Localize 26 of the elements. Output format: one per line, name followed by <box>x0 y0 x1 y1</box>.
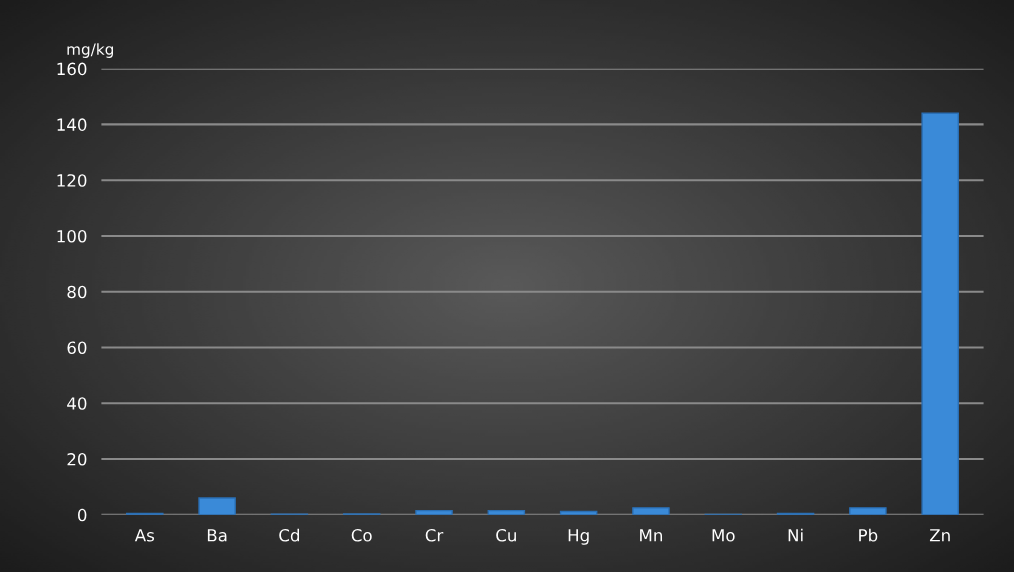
y-tick-label: 100 <box>57 229 87 243</box>
x-tick-label: Hg <box>568 529 589 545</box>
y-axis-title: mg/kg <box>67 43 113 58</box>
bar <box>632 507 670 515</box>
bar <box>849 507 887 515</box>
y-tick-label: 40 <box>67 397 87 410</box>
y-tick-label: 120 <box>57 174 87 187</box>
y-tick-label: 80 <box>67 285 87 299</box>
x-tick-label: Pb <box>859 528 878 542</box>
x-tick-label: Cr <box>425 528 444 542</box>
x-tick-label: Cu <box>496 528 516 542</box>
x-tick-label: Co <box>351 528 372 542</box>
x-tick-label: Cd <box>279 528 299 542</box>
x-tick-label: Ba <box>207 529 227 542</box>
y-tick-label: 20 <box>67 452 87 466</box>
y-tick-label: 60 <box>67 341 87 355</box>
bar <box>921 112 959 515</box>
y-tick-label: 160 <box>57 62 87 76</box>
bar <box>198 497 236 515</box>
y-tick-label: 140 <box>57 118 87 131</box>
y-tick-label: 0 <box>78 508 87 522</box>
x-tick-label: Zn <box>929 529 950 542</box>
x-tick-label: As <box>134 529 155 542</box>
x-tick-label: Mn <box>640 529 663 542</box>
x-tick-label: Ni <box>788 528 803 542</box>
x-tick-label: Mo <box>712 529 735 542</box>
